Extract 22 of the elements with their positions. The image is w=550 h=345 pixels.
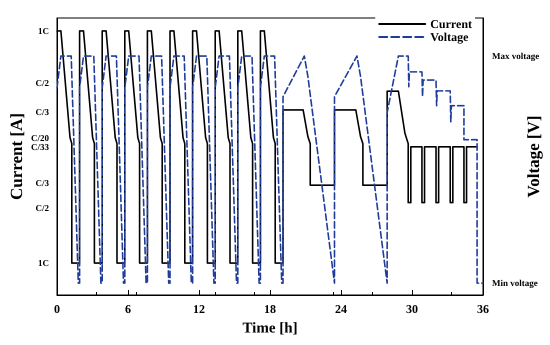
text: C/2: [36, 203, 50, 213]
x-tick-label: 6: [125, 302, 131, 316]
x-tick-label: 18: [264, 302, 276, 316]
x-tick-label: 12: [193, 302, 205, 316]
text: C/3: [36, 107, 50, 117]
x-tick-label: 0: [54, 302, 60, 316]
x-tick-label: 30: [406, 302, 418, 316]
y2-axis-title: Voltage [V]: [524, 116, 543, 198]
text: C/33: [31, 142, 50, 152]
legend-label: Voltage: [430, 30, 470, 44]
x-tick-label: 36: [477, 302, 489, 316]
y-axis-title: Current [A]: [7, 112, 26, 200]
text: Max voltage: [492, 51, 540, 61]
text: Min voltage: [492, 278, 538, 288]
text: 1C: [38, 26, 49, 36]
text: C/2: [36, 78, 50, 88]
text: 1C: [38, 258, 49, 268]
legend-label: Current: [430, 17, 472, 31]
text: C/20: [31, 133, 50, 143]
x-tick-label: 24: [335, 302, 347, 316]
text: C/3: [36, 178, 50, 188]
x-axis-title: Time [h]: [242, 320, 298, 336]
